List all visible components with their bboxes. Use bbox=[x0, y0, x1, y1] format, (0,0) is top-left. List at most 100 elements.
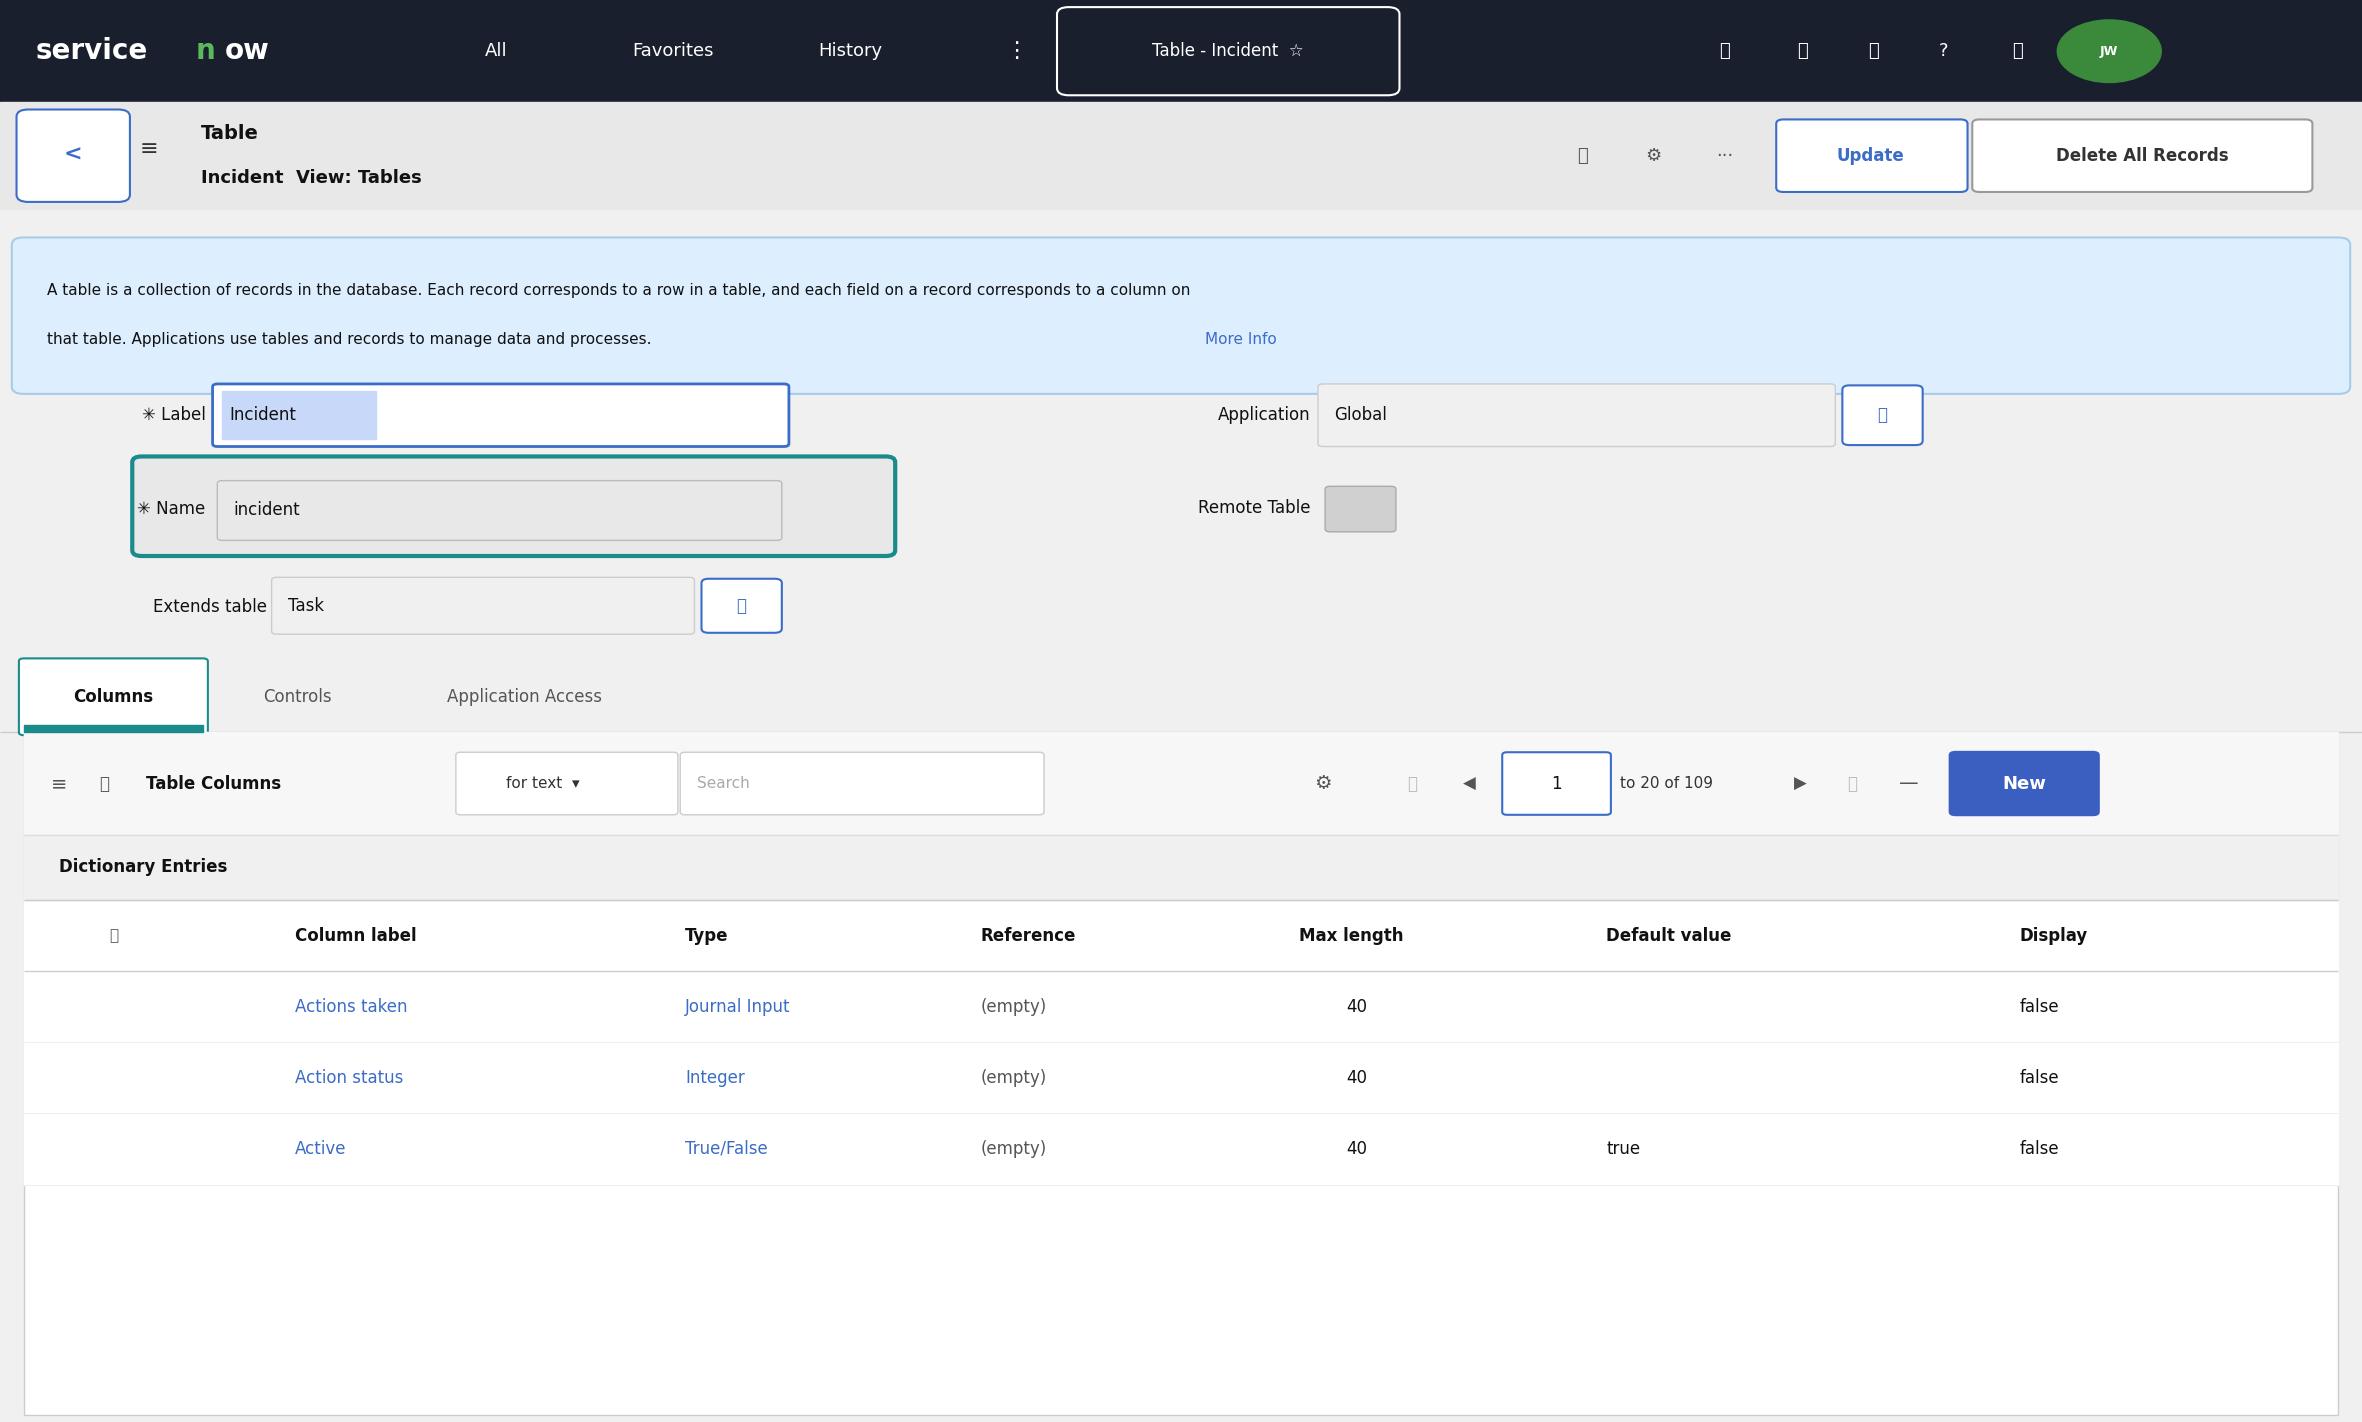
Text: Controls: Controls bbox=[262, 688, 333, 705]
Bar bbox=[24, 732, 2338, 835]
Text: 💬: 💬 bbox=[1868, 43, 1878, 60]
Text: ⋮: ⋮ bbox=[1004, 41, 1027, 61]
FancyBboxPatch shape bbox=[1949, 751, 2100, 816]
FancyBboxPatch shape bbox=[702, 579, 782, 633]
Text: 🌐: 🌐 bbox=[1797, 43, 1807, 60]
Bar bbox=[24, 835, 2338, 900]
Bar bbox=[24, 725, 203, 732]
Bar bbox=[222, 391, 376, 439]
Text: ▶: ▶ bbox=[1793, 775, 1807, 792]
Text: 40: 40 bbox=[1346, 998, 1368, 1015]
Text: Application: Application bbox=[1219, 407, 1311, 424]
Text: ···: ··· bbox=[1715, 146, 1734, 165]
Text: ?: ? bbox=[1939, 43, 1949, 60]
Text: Default value: Default value bbox=[1606, 927, 1731, 944]
Text: Actions taken: Actions taken bbox=[295, 998, 409, 1015]
Text: Global: Global bbox=[1335, 407, 1386, 424]
Text: Display: Display bbox=[2020, 927, 2088, 944]
Text: (empty): (empty) bbox=[980, 1140, 1046, 1158]
Text: false: false bbox=[2020, 998, 2060, 1015]
Text: Remote Table: Remote Table bbox=[1198, 499, 1311, 516]
FancyBboxPatch shape bbox=[1058, 7, 1398, 95]
FancyBboxPatch shape bbox=[272, 577, 694, 634]
FancyBboxPatch shape bbox=[456, 752, 678, 815]
Text: <: < bbox=[64, 145, 83, 165]
Text: Task: Task bbox=[288, 597, 324, 614]
Text: ◀: ◀ bbox=[1462, 775, 1476, 792]
FancyBboxPatch shape bbox=[1972, 119, 2312, 192]
Text: for text  ▾: for text ▾ bbox=[505, 776, 581, 791]
Bar bbox=[24, 1042, 2338, 1113]
Bar bbox=[24, 732, 2338, 1415]
FancyBboxPatch shape bbox=[1318, 384, 1835, 447]
FancyBboxPatch shape bbox=[1502, 752, 1611, 815]
Bar bbox=[24, 900, 2338, 971]
Text: ⚙: ⚙ bbox=[1646, 146, 1660, 165]
Text: ≡: ≡ bbox=[139, 139, 158, 159]
Text: ≡: ≡ bbox=[52, 774, 66, 793]
Bar bbox=[0, 0, 2362, 102]
Text: History: History bbox=[817, 43, 883, 60]
Text: Extends table: Extends table bbox=[154, 599, 267, 616]
Text: false: false bbox=[2020, 1069, 2060, 1086]
Text: ⓘ: ⓘ bbox=[737, 597, 746, 614]
Text: Journal Input: Journal Input bbox=[685, 998, 791, 1015]
Text: Search: Search bbox=[697, 776, 749, 791]
FancyBboxPatch shape bbox=[17, 109, 130, 202]
Text: Favorites: Favorites bbox=[633, 43, 713, 60]
FancyBboxPatch shape bbox=[19, 658, 208, 735]
Text: Incident: Incident bbox=[229, 407, 295, 424]
Bar bbox=[24, 1113, 2338, 1185]
Text: 1: 1 bbox=[1552, 775, 1561, 792]
Text: Column label: Column label bbox=[295, 927, 416, 944]
FancyBboxPatch shape bbox=[680, 752, 1044, 815]
Text: ⓘ: ⓘ bbox=[1878, 407, 1887, 424]
Text: (empty): (empty) bbox=[980, 998, 1046, 1015]
Text: —: — bbox=[1899, 774, 1918, 793]
Text: Columns: Columns bbox=[73, 688, 154, 705]
Text: 40: 40 bbox=[1346, 1140, 1368, 1158]
Text: A table is a collection of records in the database. Each record corresponds to a: A table is a collection of records in th… bbox=[47, 283, 1190, 297]
Text: Table Columns: Table Columns bbox=[146, 775, 281, 792]
Text: (empty): (empty) bbox=[980, 1069, 1046, 1086]
Text: false: false bbox=[2020, 1140, 2060, 1158]
Text: true: true bbox=[1606, 1140, 1639, 1158]
Text: Incident  View: Tables: Incident View: Tables bbox=[201, 169, 420, 186]
Text: ⏮: ⏮ bbox=[1408, 775, 1417, 792]
Text: incident: incident bbox=[234, 502, 300, 519]
Text: 🔍: 🔍 bbox=[1720, 43, 1729, 60]
FancyBboxPatch shape bbox=[217, 481, 782, 540]
Text: JW: JW bbox=[2100, 44, 2119, 58]
Text: More Info: More Info bbox=[1205, 333, 1275, 347]
Text: Type: Type bbox=[685, 927, 727, 944]
Text: Delete All Records: Delete All Records bbox=[2055, 148, 2230, 165]
Text: Table: Table bbox=[201, 124, 260, 144]
Text: ⏭: ⏭ bbox=[1847, 775, 1857, 792]
Text: Max length: Max length bbox=[1299, 927, 1403, 944]
Text: True/False: True/False bbox=[685, 1140, 768, 1158]
Text: ✳ Name: ✳ Name bbox=[137, 501, 205, 518]
Text: Integer: Integer bbox=[685, 1069, 744, 1086]
Text: Action status: Action status bbox=[295, 1069, 404, 1086]
Text: 40: 40 bbox=[1346, 1069, 1368, 1086]
Text: ⚙: ⚙ bbox=[1313, 774, 1332, 793]
Text: service: service bbox=[35, 37, 149, 65]
FancyBboxPatch shape bbox=[132, 456, 895, 556]
FancyBboxPatch shape bbox=[12, 237, 2350, 394]
Text: ow: ow bbox=[224, 37, 269, 65]
Text: 📎: 📎 bbox=[1578, 146, 1587, 165]
Text: New: New bbox=[2003, 775, 2045, 792]
Text: n: n bbox=[196, 37, 215, 65]
Text: Active: Active bbox=[295, 1140, 347, 1158]
Text: Dictionary Entries: Dictionary Entries bbox=[59, 859, 227, 876]
Text: ⧖: ⧖ bbox=[99, 775, 109, 792]
Text: Application Access: Application Access bbox=[446, 688, 602, 705]
Bar bbox=[0, 102, 2362, 209]
Text: Table - Incident  ☆: Table - Incident ☆ bbox=[1153, 43, 1304, 60]
Text: that table. Applications use tables and records to manage data and processes.: that table. Applications use tables and … bbox=[47, 333, 661, 347]
Text: Update: Update bbox=[1838, 148, 1904, 165]
Text: 🔍: 🔍 bbox=[109, 929, 118, 943]
Text: Reference: Reference bbox=[980, 927, 1075, 944]
Text: 🔔: 🔔 bbox=[2012, 43, 2022, 60]
FancyBboxPatch shape bbox=[1776, 119, 1968, 192]
